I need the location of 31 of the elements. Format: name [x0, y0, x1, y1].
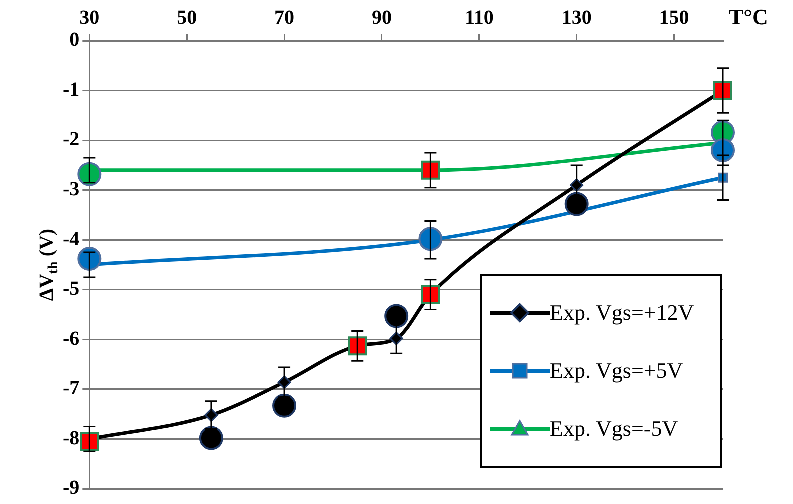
- x-axis-title: T°C: [729, 4, 768, 30]
- point: [348, 336, 368, 356]
- x-tick-label: 70: [274, 7, 295, 30]
- point: [384, 304, 409, 328]
- x-tick-label: 130: [562, 7, 592, 30]
- y-tick-label: -3: [62, 178, 80, 201]
- y-tick-label: -6: [62, 328, 80, 350]
- x-tick-label: 110: [464, 7, 494, 30]
- y-tick-label: 0: [70, 29, 80, 52]
- y-axis-title: ΔVth (V): [36, 228, 62, 302]
- point: [714, 81, 732, 100]
- legend-label: Exp. Vgs=+5V: [550, 358, 684, 384]
- y-tick-label: -4: [62, 228, 80, 250]
- legend-label: Exp. Vgs=+12V: [550, 300, 694, 326]
- point: [421, 285, 440, 304]
- y-tick-label: -2: [62, 128, 80, 151]
- point: [418, 227, 443, 252]
- x-tick-label: 50: [177, 7, 198, 30]
- point: [421, 160, 440, 180]
- point: [199, 426, 224, 450]
- point: [272, 394, 297, 418]
- y-tick-label: -8: [62, 427, 80, 450]
- x-tick-label: 90: [372, 7, 392, 30]
- y-tick-label: -5: [62, 278, 80, 300]
- x-tick-label: 30: [80, 7, 100, 30]
- legend-label: Exp. Vgs=-5V: [550, 416, 678, 442]
- y-tick-label: -9: [62, 477, 80, 500]
- point: [564, 192, 589, 216]
- y-tick-label: -7: [62, 378, 80, 400]
- y-tick-label: -1: [62, 78, 80, 101]
- x-tick-label: 150: [659, 7, 690, 30]
